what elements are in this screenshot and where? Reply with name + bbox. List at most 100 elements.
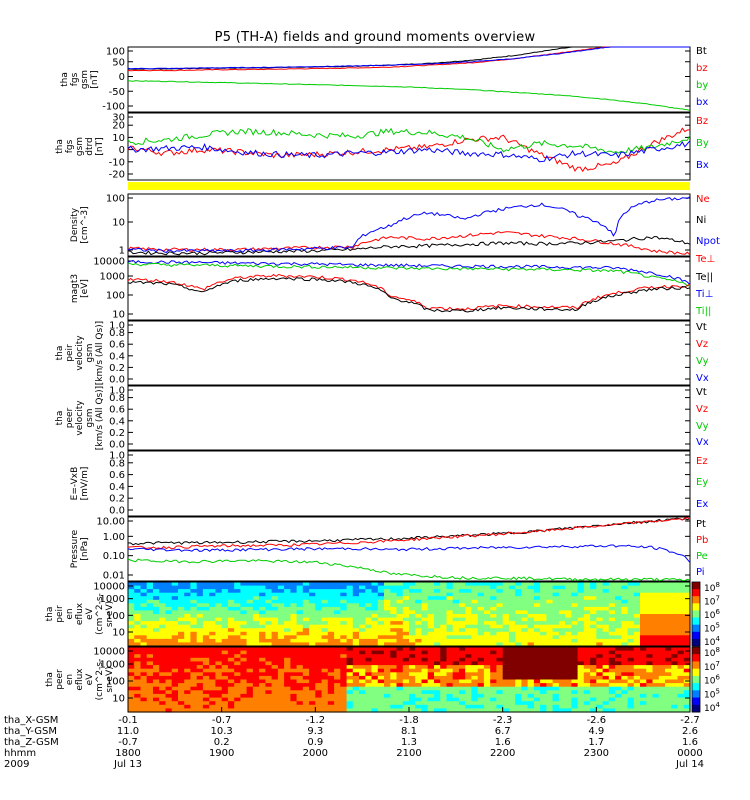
- spectrogram-cell: [165, 603, 173, 608]
- spectrogram-cell: [421, 690, 429, 695]
- spectrogram-cell: [196, 642, 204, 647]
- spectrogram-cell: [315, 628, 323, 633]
- spectrogram-cell: [571, 675, 579, 681]
- spectrogram-cell: [596, 603, 604, 608]
- spectrogram-cell: [627, 610, 635, 615]
- spectrogram-cell: [165, 668, 173, 673]
- spectrogram-cell: [533, 603, 541, 608]
- legend-label-Vy: Vy: [696, 356, 709, 367]
- spectrogram-cell: [190, 668, 198, 673]
- spectrogram-cell: [590, 624, 597, 629]
- spectrogram-cell: [384, 654, 391, 659]
- spectrogram-cell: [633, 704, 641, 709]
- spectrogram-cell: [384, 661, 391, 666]
- spectrogram-cell: [334, 621, 341, 626]
- spectrogram-cell: [346, 675, 354, 681]
- spectrogram-cell: [434, 642, 441, 647]
- spectrogram-cell: [577, 631, 585, 636]
- spectrogram-cell: [533, 675, 541, 681]
- spectrogram-cell: [271, 642, 279, 647]
- spectrogram-cell: [277, 650, 285, 655]
- colorbar-segment: [692, 654, 700, 662]
- spectrogram-cell: [583, 610, 591, 615]
- spectrogram-cell: [246, 657, 254, 662]
- spectrogram-cell: [371, 708, 379, 713]
- spectrogram-cell: [309, 638, 316, 644]
- legend-label-Ex: Ex: [696, 499, 708, 510]
- spectrogram-cell: [128, 647, 135, 652]
- spectrogram-cell: [583, 704, 591, 709]
- spectrogram-cell: [565, 582, 572, 587]
- spectrogram-cell: [515, 675, 522, 681]
- spectrogram-cell: [196, 657, 204, 662]
- spectrogram-cell: [265, 672, 273, 677]
- spectrogram-cell: [558, 661, 566, 666]
- spectrogram-cell: [627, 624, 635, 629]
- spectrogram-cell: [315, 585, 323, 590]
- spectrogram-cell: [477, 635, 485, 640]
- spectrogram-cell: [571, 635, 579, 640]
- spectrogram-cell: [190, 582, 198, 587]
- spectrogram-cell: [384, 606, 391, 612]
- spectrogram-cell: [521, 596, 529, 601]
- spectrogram-cell: [440, 657, 447, 662]
- spectrogram-cell: [265, 582, 273, 587]
- spectrogram-cell: [259, 631, 266, 636]
- spectrogram-cell: [683, 675, 691, 681]
- spectrogram-cell: [671, 690, 679, 695]
- spectrogram-cell: [496, 635, 504, 640]
- spectrogram-cell: [159, 672, 166, 677]
- spectrogram-cell: [178, 686, 185, 691]
- spectrogram-cell: [221, 654, 229, 659]
- spectrogram-cell: [315, 642, 323, 647]
- spectrogram-cell: [340, 693, 348, 699]
- spectrogram-cell: [352, 690, 360, 695]
- spectrogram-cell: [371, 585, 379, 590]
- spectrogram-cell: [259, 693, 266, 699]
- spectrogram-cell: [340, 672, 348, 677]
- spectrogram-cell: [227, 668, 235, 673]
- spectrogram-cell: [602, 599, 610, 604]
- spectrogram-cell: [521, 708, 529, 713]
- spectrogram-cell: [683, 582, 691, 587]
- spectrogram-cell: [608, 708, 616, 713]
- spectrogram-cell: [296, 621, 304, 626]
- flag-bar: [128, 182, 690, 190]
- spectrogram-cell: [546, 628, 554, 633]
- spectrogram-cell: [596, 672, 604, 677]
- spectrogram-cell: [340, 697, 348, 702]
- spectrogram-cell: [665, 668, 672, 673]
- spectrogram-cell: [321, 704, 329, 709]
- spectrogram-cell: [602, 592, 610, 597]
- spectrogram-cell: [277, 638, 285, 644]
- spectrogram-cell: [527, 589, 535, 594]
- spectrogram-cell: [608, 654, 616, 659]
- spectrogram-cell: [309, 650, 316, 655]
- y-tick-label: -10: [109, 157, 125, 168]
- spectrogram-cell: [178, 599, 185, 604]
- spectrogram-cell: [434, 614, 441, 619]
- spectrogram-cell: [259, 635, 266, 640]
- spectrogram-cell: [540, 589, 547, 594]
- spectrogram-cell: [477, 661, 485, 666]
- spectrogram-cell: [365, 665, 373, 670]
- spectrogram-cell: [552, 603, 560, 608]
- spectrogram-cell: [508, 603, 516, 608]
- spectrogram-cell: [240, 582, 248, 587]
- spectrogram-cell: [402, 697, 410, 702]
- spectrogram-cell: [309, 610, 316, 615]
- spectrogram-cell: [359, 704, 366, 709]
- spectrogram-cell: [259, 582, 266, 587]
- spectrogram-cell: [178, 693, 185, 699]
- spectrogram-cell: [352, 668, 360, 673]
- spectrogram-cell: [402, 668, 410, 673]
- legend-label-Vx: Vx: [696, 373, 709, 384]
- spectrogram-cell: [171, 647, 179, 652]
- spectrogram-cell: [265, 610, 273, 615]
- spectrogram-cell: [153, 650, 160, 655]
- spectrogram-cell: [465, 657, 472, 662]
- spectrogram-cell: [508, 631, 516, 636]
- spectrogram-cell: [671, 661, 679, 666]
- spectrogram-cell: [159, 647, 166, 652]
- spectrogram-cell: [190, 657, 198, 662]
